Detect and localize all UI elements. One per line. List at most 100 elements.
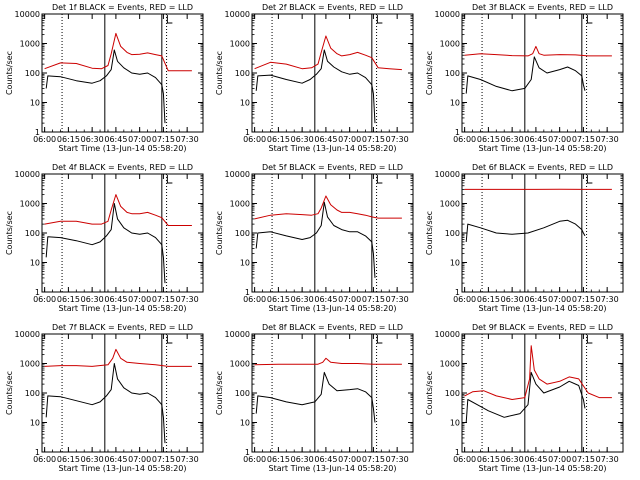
x-axis-label: Start Time (13-Jun-14 05:58:20) [479, 144, 607, 153]
y-tick-label: 10000 [435, 330, 460, 339]
x-tick-label: 06:15 [477, 295, 500, 304]
x-tick-label: 07:30 [176, 135, 199, 144]
y-axis-label: Counts/sec [425, 211, 434, 255]
y-tick-label: 10000 [225, 330, 250, 339]
y-axis-label: Counts/sec [5, 371, 14, 415]
x-tick-label: 06:15 [57, 135, 80, 144]
y-tick-label: 10 [240, 259, 250, 268]
x-tick-label: 06:15 [477, 455, 500, 464]
y-axis-label: Counts/sec [425, 371, 434, 415]
x-tick-label: 07:15 [572, 455, 595, 464]
detector-panel: Det 5f BLACK = Events, RED = LLD 1 10 100 10… [215, 163, 414, 313]
y-tick-label: 1 [455, 288, 460, 297]
plot-frame [461, 13, 624, 133]
x-tick-label: 07:30 [176, 295, 199, 304]
x-tick-label: 06:45 [104, 135, 127, 144]
y-tick-label: 1000 [230, 200, 250, 209]
y-tick-label: 10 [30, 419, 40, 428]
y-tick-label: 100 [445, 229, 460, 238]
panel-title: Det 8f BLACK = Events, RED = LLD [262, 323, 403, 332]
x-axis-label: Start Time (13-Jun-14 05:58:20) [479, 464, 607, 473]
x-tick-label: 07:00 [338, 135, 361, 144]
events-series-line [45, 203, 166, 284]
x-tick-label: 06:30 [81, 455, 104, 464]
y-tick-label: 10000 [225, 10, 250, 19]
x-tick-label: 07:00 [128, 455, 151, 464]
x-axis-label: Start Time (13-Jun-14 05:58:20) [59, 304, 187, 313]
lld-series-line [464, 45, 612, 57]
plot-frame [251, 333, 414, 453]
x-tick-label: 07:15 [572, 295, 595, 304]
x-tick-label: 07:00 [128, 295, 151, 304]
y-tick-label: 1 [245, 288, 250, 297]
y-tick-label: 1000 [20, 200, 40, 209]
y-tick-label: 10000 [15, 170, 40, 179]
y-tick-label: 1 [35, 448, 40, 457]
y-tick-label: 10000 [15, 10, 40, 19]
x-tick-label: 07:00 [338, 455, 361, 464]
y-tick-label: 10000 [435, 10, 460, 19]
x-tick-label: 06:00 [33, 135, 56, 144]
x-tick-label: 07:00 [548, 135, 571, 144]
y-tick-label: 1 [455, 128, 460, 137]
x-axis-label: Start Time (13-Jun-14 05:58:20) [269, 304, 397, 313]
x-tick-label: 06:45 [314, 455, 337, 464]
x-tick-label: 07:30 [386, 455, 409, 464]
panel-title: Det 6f BLACK = Events, RED = LLD [472, 163, 613, 172]
x-tick-label: 06:30 [501, 295, 524, 304]
x-tick-label: 07:30 [596, 295, 619, 304]
y-tick-label: 1000 [440, 40, 460, 49]
x-tick-label: 07:15 [152, 135, 175, 144]
y-tick-label: 1 [245, 128, 250, 137]
y-axis-label: Counts/sec [215, 211, 224, 255]
x-axis-label: Start Time (13-Jun-14 05:58:20) [59, 464, 187, 473]
y-tick-label: 1000 [230, 40, 250, 49]
x-tick-label: 06:15 [57, 455, 80, 464]
lld-series-line [254, 357, 402, 366]
detector-panel: Det 7f BLACK = Events, RED = LLD 1 10 100 10… [5, 323, 204, 473]
panel-title: Det 9f BLACK = Events, RED = LLD [472, 323, 613, 332]
x-tick-label: 06:00 [243, 295, 266, 304]
plot-frame [41, 173, 204, 293]
x-tick-label: 06:00 [243, 135, 266, 144]
events-series-line [465, 56, 586, 94]
x-tick-label: 07:30 [386, 295, 409, 304]
x-tick-label: 07:15 [362, 455, 385, 464]
x-tick-label: 06:45 [524, 455, 547, 464]
plot-frame [461, 173, 624, 293]
x-tick-label: 07:30 [386, 135, 409, 144]
flag-marker [376, 335, 383, 344]
y-tick-label: 1000 [20, 40, 40, 49]
y-tick-label: 10000 [225, 170, 250, 179]
flag-marker [166, 335, 173, 344]
x-tick-label: 07:15 [572, 135, 595, 144]
x-tick-label: 06:15 [267, 135, 290, 144]
y-axis-label: Counts/sec [215, 51, 224, 95]
x-tick-label: 06:30 [81, 135, 104, 144]
x-axis-label: Start Time (13-Jun-14 05:58:20) [59, 144, 187, 153]
detector-panel: Det 3f BLACK = Events, RED = LLD 1 10 100 10… [425, 3, 624, 153]
y-tick-label: 10000 [435, 170, 460, 179]
y-tick-label: 10 [30, 259, 40, 268]
y-tick-label: 100 [25, 69, 40, 78]
x-tick-label: 06:45 [104, 295, 127, 304]
y-tick-label: 100 [235, 69, 250, 78]
y-tick-label: 1 [35, 288, 40, 297]
x-tick-label: 06:45 [314, 135, 337, 144]
flag-marker [166, 15, 173, 24]
flag-marker [376, 15, 383, 24]
y-tick-label: 1 [455, 448, 460, 457]
x-tick-label: 06:15 [57, 295, 80, 304]
x-tick-label: 07:00 [548, 295, 571, 304]
events-series-line [45, 49, 166, 124]
plot-frame [251, 13, 414, 133]
x-tick-label: 07:15 [152, 295, 175, 304]
x-tick-label: 07:30 [176, 455, 199, 464]
y-axis-label: Counts/sec [215, 371, 224, 415]
y-tick-label: 100 [235, 389, 250, 398]
x-tick-label: 06:45 [104, 455, 127, 464]
y-tick-label: 10 [450, 419, 460, 428]
events-series-line [255, 201, 376, 278]
y-tick-label: 100 [445, 389, 460, 398]
